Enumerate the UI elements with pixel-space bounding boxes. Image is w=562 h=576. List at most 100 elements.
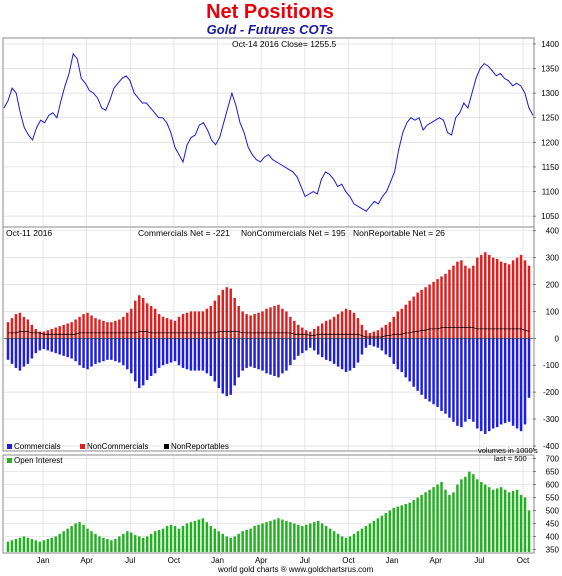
commercials-bar [432,338,435,405]
commercials-bar [499,338,503,425]
noncommercials-bar [126,312,129,339]
noncommercials-bar [26,319,30,339]
open-interest-bar [233,536,236,552]
open-interest-bar [316,520,320,552]
commercials-bar [229,338,232,395]
open-interest-bar [400,505,403,552]
open-interest-bar [281,519,284,552]
legend-commercials-swatch [7,444,12,449]
open-interest-bar [360,528,364,552]
noncommercials-bar [356,318,360,339]
commercials-bar [412,338,415,387]
noncommercials-bar [265,308,268,339]
noncommercials-bar [62,324,65,339]
open-interest-bar [98,536,101,552]
open-interest-bar [245,529,248,552]
cot-y-tick-label: 300 [546,254,560,263]
noncommercials-bar [309,331,312,339]
open-interest-bar [511,491,515,552]
noncommercials-bar [400,308,403,339]
noncommercials-bar [388,322,392,339]
open-interest-bar [491,489,495,552]
commercials-bar [18,338,22,371]
noncommercials-bar [94,318,97,339]
noncommercials-bar [10,318,14,339]
open-interest-bar [305,524,308,552]
commercials-bar [328,338,332,362]
open-interest-bar [118,536,121,552]
commercials-bar [452,338,455,422]
commercials-bar [285,338,288,371]
noncommercials-bar [372,331,376,339]
open-interest-bar [503,489,507,552]
commercials-bar [181,338,185,368]
noncommercials-bar [328,319,332,339]
commercials-bar [82,338,85,368]
chart-subtitle: Gold - Futures COTs [206,22,334,37]
open-interest-bar [217,531,221,552]
noncommercials-bar [241,311,244,339]
open-interest-bar [396,506,399,552]
commercials-bar [392,338,396,364]
noncommercials-bar [336,314,340,339]
commercials-bar [70,338,73,359]
commercials-bar [261,338,264,371]
commercials-bar [34,338,38,354]
oi-y-tick-label: 600 [546,481,560,490]
commercials-bar [46,338,49,351]
commercials-bar [257,338,260,370]
noncommercials-bar [30,324,34,339]
noncommercials-bar [507,264,511,339]
open-interest-bar [297,524,300,552]
commercials-bar [249,338,252,367]
noncommercials-bar [368,332,372,339]
commercials-bar [54,338,57,354]
noncommercials-bar [118,319,121,339]
noncommercials-bar [456,261,459,339]
noncommercials-bar [122,316,125,339]
cot-y-tick-label: 200 [546,281,560,290]
open-interest-bar [14,539,18,552]
commercials-bar [106,338,109,360]
commercials-bar [126,338,129,370]
price-y-tick-label: 1050 [541,212,559,221]
noncommercials-bar [90,315,93,339]
open-interest-bar [241,531,244,552]
noncommercials-bar [102,320,105,339]
commercials-bar [134,338,137,382]
x-tick-label: Oct [168,556,181,565]
volumes-label: volumes in 1000's [478,446,538,455]
noncommercials-bar [249,315,252,339]
open-interest-bar [86,528,89,552]
open-interest-bar [336,533,340,552]
nonreportable-net-label: NonReportable Net = 26 [353,228,445,238]
noncommercials-bar [22,316,26,339]
commercials-bar [309,338,312,348]
cot-y-tick-label: 0 [555,334,560,343]
open-interest-bar [456,484,459,552]
noncommercials-bar [193,311,197,339]
x-tick-label: Oct [342,556,355,565]
noncommercials-bar [181,314,185,339]
commercials-bar [66,338,69,358]
commercials-bar [225,338,228,397]
commercials-bar [281,338,284,374]
commercials-bar [42,338,46,350]
commercials-bar [380,338,384,351]
noncommercials-bar [448,269,451,339]
open-interest-bar [376,518,380,552]
open-interest-bar [277,518,280,552]
noncommercials-bar [205,308,209,339]
noncommercials-bar [472,265,475,339]
open-interest-bar [181,526,185,552]
open-interest-bar [42,540,46,552]
noncommercials-bar [217,295,221,339]
open-interest-bar [368,523,372,552]
commercials-bar [404,338,407,378]
noncommercials-bar [110,322,113,339]
commercials-bar [305,338,308,351]
commercials-bar [197,338,201,371]
open-interest-bar [428,489,431,552]
noncommercials-bar [384,324,388,339]
commercials-bar [245,338,248,368]
